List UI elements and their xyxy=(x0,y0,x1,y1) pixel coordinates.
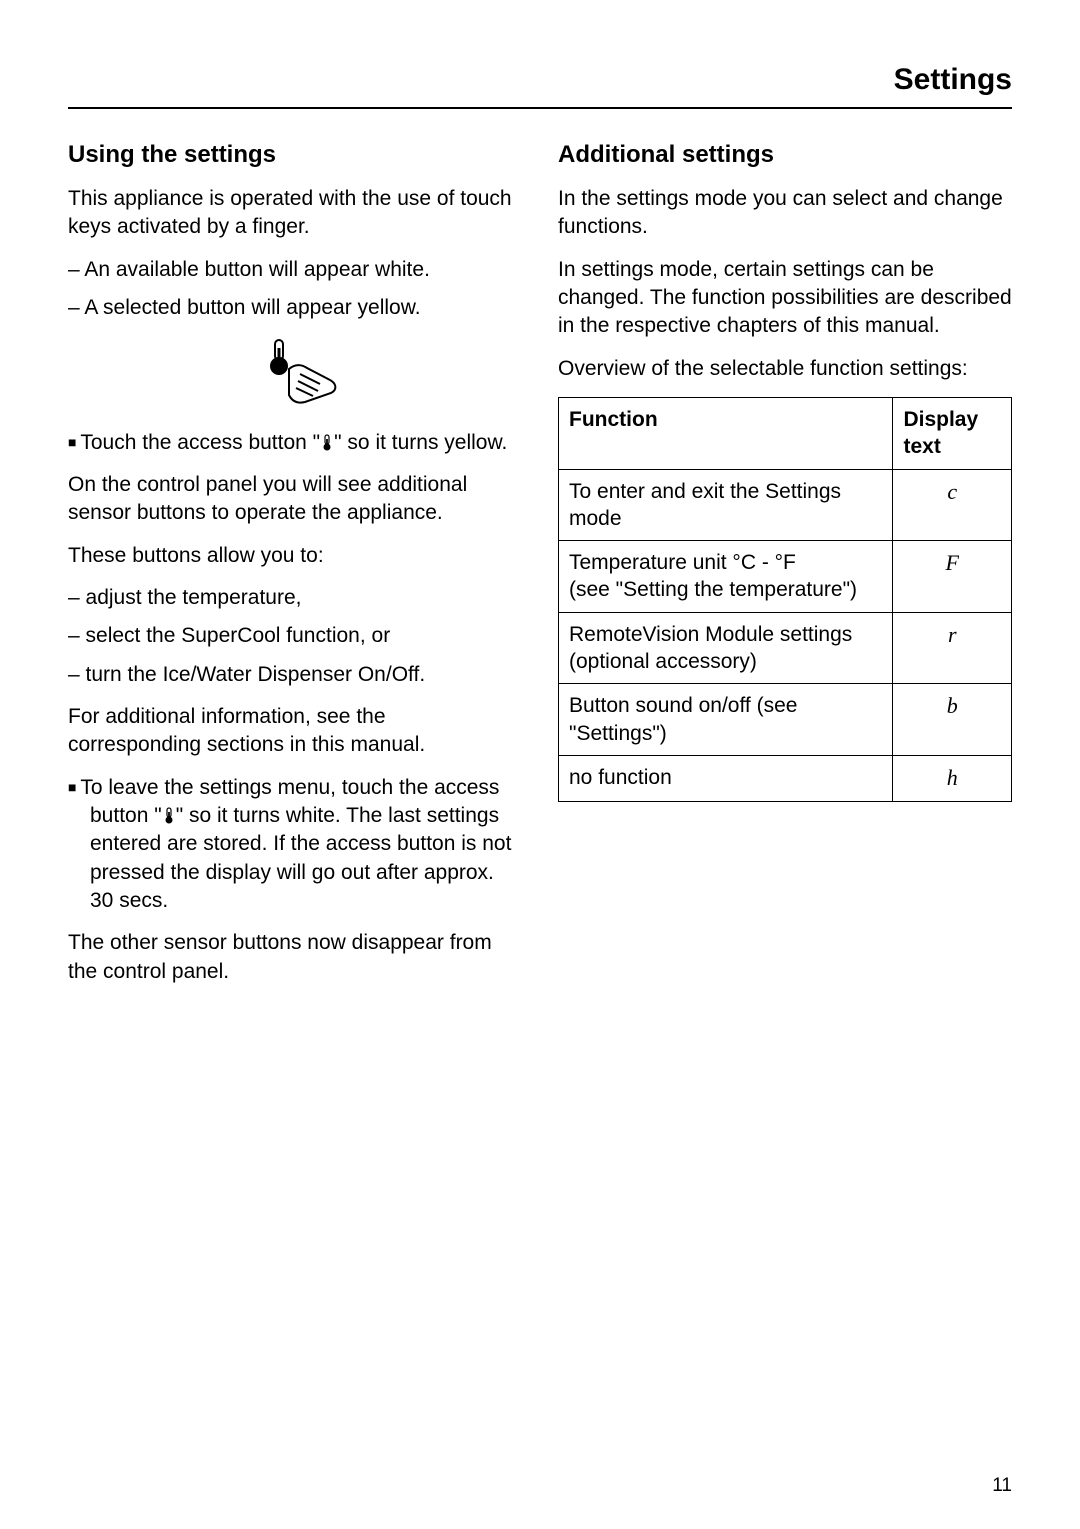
manual-page: Settings Using the settings This applian… xyxy=(0,0,1080,1529)
col-header-function: Function xyxy=(559,397,893,469)
col-header-display: Display text xyxy=(893,397,1012,469)
text-post: " so it turns yellow. xyxy=(334,431,507,454)
allow-list: adjust the temperature, select the Super… xyxy=(68,584,522,689)
text-pre: Touch the access button " xyxy=(80,431,320,454)
allow-intro: These buttons allow you to: xyxy=(68,542,522,570)
display-cell: h xyxy=(893,755,1012,801)
disappear-paragraph: The other sensor buttons now disappear f… xyxy=(68,929,522,986)
touch-step-list: Touch the access button " " so it turns y… xyxy=(68,429,522,457)
func-cell: To enter and exit the Settings mode xyxy=(559,469,893,541)
right-column: Additional settings In the settings mode… xyxy=(558,139,1012,1001)
display-cell: b xyxy=(893,684,1012,756)
additional-info-paragraph: For additional information, see the corr… xyxy=(68,703,522,760)
left-column: Using the settings This appliance is ope… xyxy=(68,139,522,1001)
left-heading: Using the settings xyxy=(68,139,522,171)
list-item: A selected button will appear yellow. xyxy=(68,294,522,322)
list-item: turn the Ice/Water Dispenser On/Off. xyxy=(68,661,522,689)
right-p1: In the settings mode you can select and … xyxy=(558,185,1012,242)
thermometer-icon xyxy=(321,434,333,452)
list-item: select the SuperCool function, or xyxy=(68,622,522,650)
table-row: Button sound on/off (see "Settings") b xyxy=(559,684,1012,756)
page-title: Settings xyxy=(68,60,1012,101)
button-state-list: An available button will appear white. A… xyxy=(68,256,522,323)
page-header: Settings xyxy=(68,60,1012,109)
func-cell: Temperature unit °C - °F (see "Setting t… xyxy=(559,541,893,613)
functions-table: Function Display text To enter and exit … xyxy=(558,397,1012,802)
table-row: RemoteVision Module settings (optional a… xyxy=(559,612,1012,684)
leave-step: To leave the settings menu, touch the ac… xyxy=(68,774,522,916)
intro-paragraph: This appliance is operated with the use … xyxy=(68,185,522,242)
leave-step-list: To leave the settings menu, touch the ac… xyxy=(68,774,522,916)
two-column-layout: Using the settings This appliance is ope… xyxy=(68,139,1012,1001)
table-row: To enter and exit the Settings mode c xyxy=(559,469,1012,541)
touch-step: Touch the access button " " so it turns y… xyxy=(68,429,522,457)
func-cell: Button sound on/off (see "Settings") xyxy=(559,684,893,756)
right-heading: Additional settings xyxy=(558,139,1012,171)
table-header-row: Function Display text xyxy=(559,397,1012,469)
display-cell: F xyxy=(893,541,1012,613)
list-item: adjust the temperature, xyxy=(68,584,522,612)
finger-touch-illustration xyxy=(68,336,522,414)
right-p3: Overview of the selectable function sett… xyxy=(558,355,1012,383)
touch-hand-icon xyxy=(245,336,345,406)
list-item: An available button will appear white. xyxy=(68,256,522,284)
after-touch-paragraph: On the control panel you will see additi… xyxy=(68,471,522,528)
display-cell: r xyxy=(893,612,1012,684)
display-cell: c xyxy=(893,469,1012,541)
table-row: no function h xyxy=(559,755,1012,801)
right-p2: In settings mode, certain settings can b… xyxy=(558,256,1012,341)
page-number: 11 xyxy=(992,1473,1012,1499)
thermometer-icon xyxy=(163,807,175,825)
func-cell: no function xyxy=(559,755,893,801)
func-cell: RemoteVision Module settings (optional a… xyxy=(559,612,893,684)
table-row: Temperature unit °C - °F (see "Setting t… xyxy=(559,541,1012,613)
